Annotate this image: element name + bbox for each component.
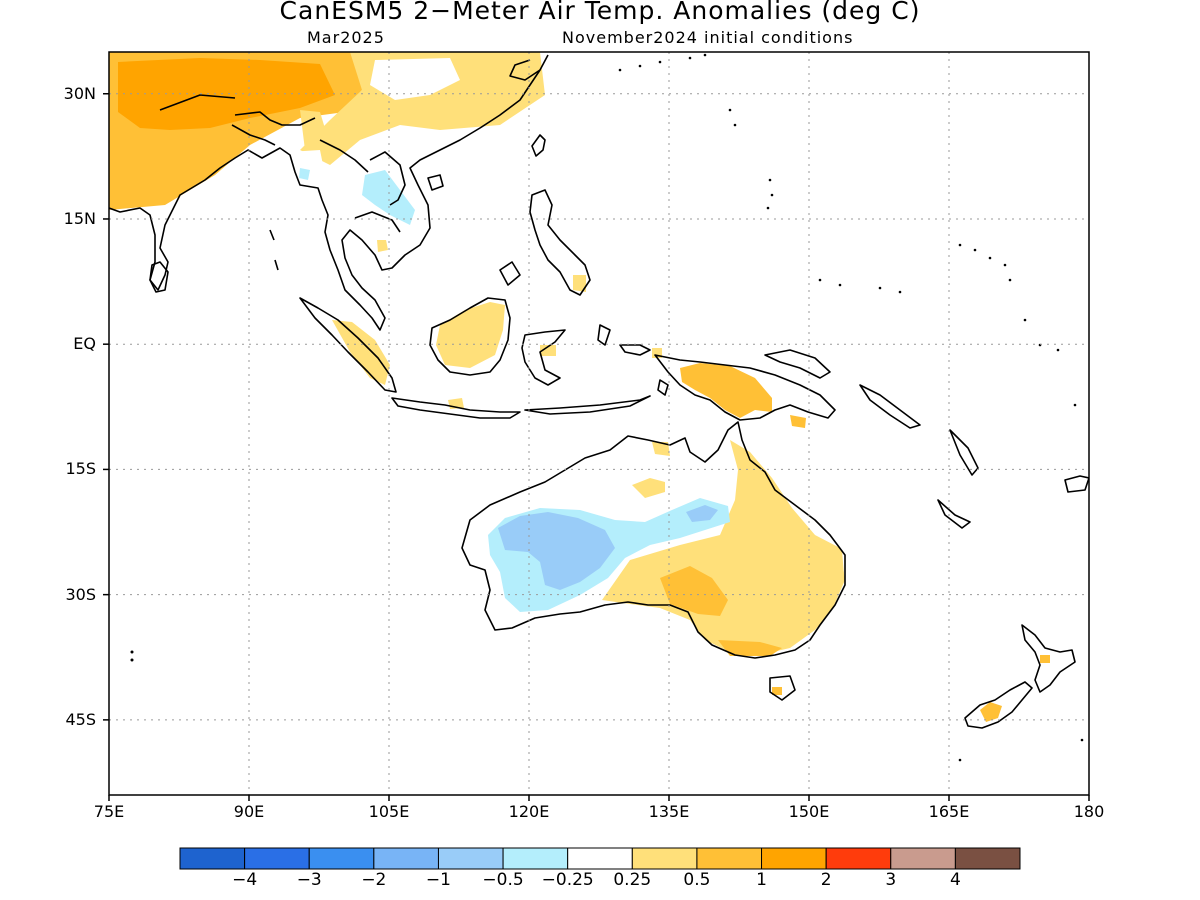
lat-label: 30S [65,584,96,604]
island-dots [130,53,1084,762]
colorbar-label: −0.5 [482,870,524,890]
borneo-warm [436,302,505,368]
australia [461,421,846,659]
lat-label: 15N [63,208,96,228]
asia-coastline [109,54,549,331]
init-conditions: November2024 initial conditions [562,28,854,47]
target-month: Mar2025 [307,28,385,47]
java [391,397,521,419]
new-guinea-warm [680,363,772,418]
gridlines [109,52,1089,795]
lon-label: 120E [508,802,550,821]
lat-label: 45S [65,709,96,729]
coastlines [109,54,1089,729]
lon-label: 135E [648,802,690,821]
new-zealand-north [1021,624,1076,693]
tasmania [769,675,796,701]
colorbar-swatch [373,847,439,870]
lat-label: 30N [63,83,96,103]
colorbar-label: −2 [361,870,387,890]
colorbar-swatch [696,847,763,870]
colorbar-swatch [179,847,246,870]
south-china-warm [300,52,545,165]
lat-label: 15S [65,459,96,479]
colorbar-label: 0.25 [613,870,652,890]
colorbar-label: 1 [756,870,767,890]
lon-label: 165E [928,802,970,821]
colorbar-label: −4 [232,870,258,890]
philippines [529,189,591,296]
colorbar-swatch [308,847,375,870]
colorbar-swatch [825,847,892,870]
lon-label: 150E [788,802,830,821]
axis-ticks [103,92,1090,801]
new-guinea [654,354,836,421]
sri-lanka [149,261,169,293]
map-title: CanESM5 2−Meter Air Temp. Anomalies (deg… [279,0,921,25]
sumatra [299,297,397,393]
colorbar-label: 3 [885,870,897,890]
colorbar-label: −3 [296,870,322,890]
lon-label: 90E [233,802,265,821]
colorbar [179,847,1021,870]
south-australia-warm [660,566,728,616]
tibet-warm [118,58,335,130]
colorbar-swatch [244,847,310,870]
sulawesi [521,329,566,386]
new-zealand-warm [980,702,1002,722]
colorbar-swatch [502,847,569,870]
colorbar-swatch [567,847,633,870]
lat-label: EQ [73,334,96,354]
colorbar-label: −0.25 [541,870,594,890]
new-zealand-south [964,681,1033,729]
indochina-cool [362,170,415,225]
colorbar-swatch [631,847,698,870]
colorbar-swatch [761,847,827,870]
colorbar-swatch [437,847,504,870]
colorbar-label: 4 [949,870,961,890]
lon-label: 75E [93,802,125,821]
colorbar-label: 2 [820,870,832,890]
colorbar-swatch [954,847,1021,870]
eastern-australia-warm [602,440,845,655]
hainan [427,174,444,191]
lon-label: 180 [1073,802,1105,821]
anomaly-fill-layer [109,52,1050,722]
colorbar-label: −1 [425,870,451,890]
lon-label: 105E [368,802,410,821]
colorbar-swatch [890,847,956,870]
colorbar-label: 0.5 [683,870,711,890]
sumatra-warm [332,320,390,385]
borneo [429,297,511,376]
map-frame [108,51,1090,796]
taiwan [531,134,546,157]
